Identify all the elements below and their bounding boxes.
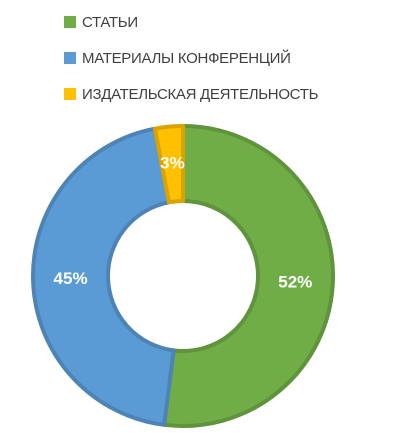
slice-label: 52% <box>278 273 312 292</box>
legend-label: ИЗДАТЕЛЬСКАЯ ДЕЯТЕЛЬНОСТЬ <box>82 86 319 103</box>
slice-label: 3% <box>160 153 185 172</box>
legend-label: СТАТЬИ <box>82 14 138 31</box>
slice-label: 45% <box>54 269 88 288</box>
donut-slice <box>162 124 335 428</box>
legend-swatch <box>64 16 76 28</box>
legend-swatch <box>64 52 76 64</box>
legend-label: МАТЕРИАЛЫ КОНФЕРЕНЦИЙ <box>82 49 291 67</box>
donut-slice <box>152 124 185 205</box>
donut-slice <box>31 126 176 427</box>
legend-swatch <box>64 88 76 100</box>
